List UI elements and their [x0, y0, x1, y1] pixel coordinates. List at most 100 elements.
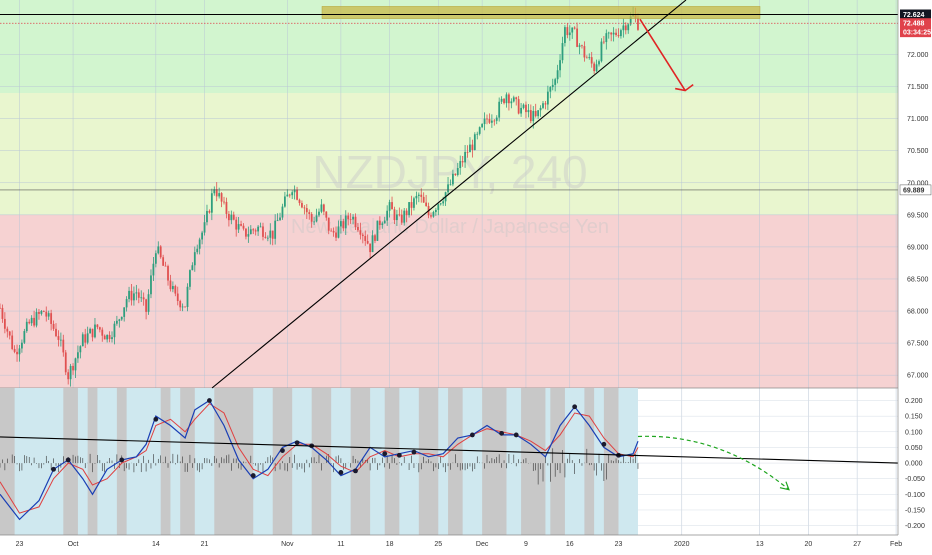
candle[interactable] [220, 192, 223, 208]
candle[interactable] [198, 237, 201, 255]
candle[interactable] [45, 306, 48, 322]
candle[interactable] [301, 200, 303, 209]
candle[interactable] [38, 308, 40, 320]
osc-descending-trendline[interactable] [0, 436, 899, 464]
candle[interactable] [366, 234, 369, 245]
candle[interactable] [432, 210, 435, 218]
candle[interactable] [534, 103, 537, 118]
osc-fast-line[interactable] [0, 399, 639, 521]
candle[interactable] [508, 92, 510, 111]
candle[interactable] [561, 36, 564, 64]
candle[interactable] [181, 303, 184, 312]
candle[interactable] [503, 97, 505, 105]
candle[interactable] [495, 115, 498, 125]
candle[interactable] [167, 264, 169, 286]
candle[interactable] [408, 202, 410, 218]
candle[interactable] [573, 26, 576, 30]
candle[interactable] [330, 228, 333, 232]
candle[interactable] [84, 328, 87, 349]
candle[interactable] [113, 321, 116, 345]
candle[interactable] [520, 102, 522, 117]
candle[interactable] [313, 216, 316, 226]
candle[interactable] [393, 206, 396, 224]
candle[interactable] [21, 339, 23, 353]
candle[interactable] [62, 334, 65, 357]
candle[interactable] [515, 96, 518, 106]
candle[interactable] [288, 193, 291, 198]
candle[interactable] [279, 212, 281, 221]
candle[interactable] [512, 95, 515, 103]
candle[interactable] [35, 308, 38, 328]
candle[interactable] [342, 218, 345, 232]
candle[interactable] [610, 32, 613, 42]
candle[interactable] [274, 214, 277, 245]
candle[interactable] [315, 208, 318, 223]
candle[interactable] [361, 232, 364, 244]
candle[interactable] [59, 332, 62, 347]
candle[interactable] [150, 269, 152, 299]
candle[interactable] [293, 185, 296, 200]
candle[interactable] [529, 104, 532, 124]
candle[interactable] [171, 281, 174, 293]
candle[interactable] [624, 22, 627, 35]
candle[interactable] [120, 316, 123, 321]
candle[interactable] [247, 226, 250, 243]
candle[interactable] [259, 222, 262, 228]
candle[interactable] [130, 283, 133, 306]
candle[interactable] [213, 186, 216, 196]
candle[interactable] [242, 223, 245, 231]
candle[interactable] [186, 283, 189, 312]
candle[interactable] [422, 192, 425, 203]
candle[interactable] [118, 318, 121, 328]
candle[interactable] [69, 363, 72, 387]
candle[interactable] [595, 59, 598, 73]
candle[interactable] [415, 191, 418, 205]
candle[interactable] [439, 202, 442, 206]
candle[interactable] [154, 250, 157, 268]
time-axis[interactable]: 23 Oct 14 21 Nov 11 18 25 Dec 9 16 23 2020 13 20 27 Feb [0, 534, 902, 548]
candle[interactable] [232, 211, 235, 221]
candle[interactable] [33, 310, 35, 328]
candle[interactable] [469, 137, 471, 153]
candle[interactable] [456, 162, 459, 177]
candle[interactable] [476, 131, 479, 140]
candle[interactable] [23, 328, 26, 344]
candle[interactable] [276, 213, 279, 222]
candle[interactable] [447, 177, 449, 196]
candle[interactable] [191, 262, 194, 271]
candle[interactable] [546, 85, 549, 111]
candle[interactable] [18, 345, 21, 362]
candle[interactable] [602, 36, 605, 45]
candle[interactable] [320, 199, 323, 214]
candle[interactable] [179, 299, 182, 312]
candle[interactable] [347, 212, 350, 226]
candle[interactable] [108, 331, 111, 343]
candle[interactable] [55, 323, 57, 338]
candle[interactable] [57, 330, 60, 347]
candle[interactable] [344, 210, 347, 235]
candle[interactable] [96, 324, 99, 330]
candle[interactable] [374, 233, 376, 244]
candle[interactable] [162, 254, 165, 266]
candle[interactable] [86, 326, 89, 345]
candle[interactable] [283, 191, 286, 208]
candle[interactable] [340, 214, 342, 234]
candle[interactable] [483, 112, 486, 131]
osc-slow-line[interactable] [0, 402, 639, 514]
candle[interactable] [0, 303, 1, 309]
candle[interactable] [498, 97, 501, 122]
candle[interactable] [286, 189, 289, 197]
candle[interactable] [471, 139, 474, 158]
candle[interactable] [551, 78, 554, 91]
candle[interactable] [617, 28, 620, 38]
candle[interactable] [264, 232, 267, 239]
candle[interactable] [466, 145, 469, 158]
candle[interactable] [245, 228, 247, 240]
candle[interactable] [147, 289, 150, 315]
candle[interactable] [388, 199, 391, 218]
candle[interactable] [578, 43, 581, 55]
resistance-box[interactable] [321, 6, 761, 19]
candle[interactable] [454, 173, 457, 176]
candle[interactable] [252, 228, 255, 235]
candle[interactable] [430, 212, 432, 219]
